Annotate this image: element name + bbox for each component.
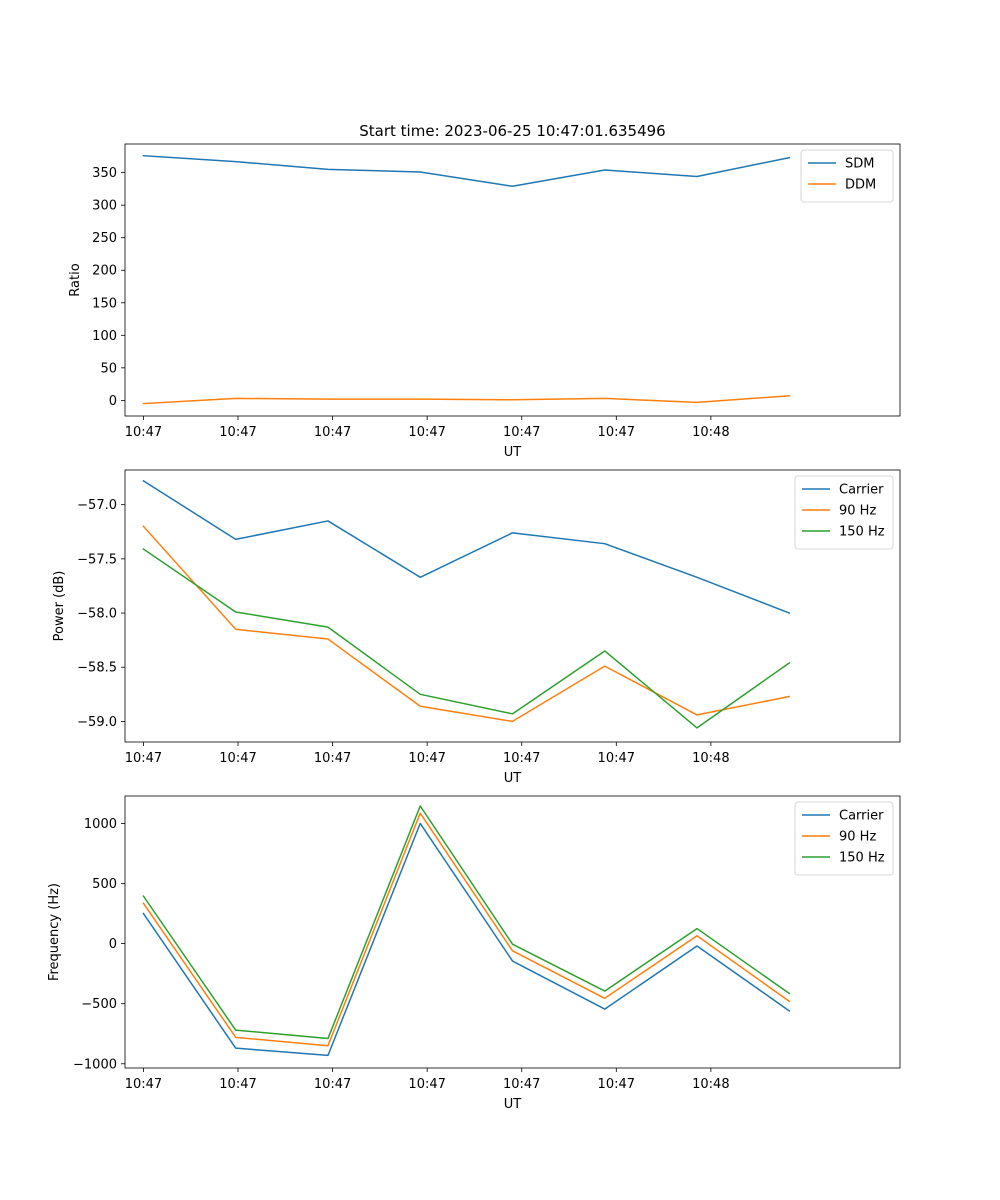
x-tick-label: 10:47	[503, 751, 540, 766]
x-tick-label: 10:47	[125, 751, 162, 766]
legend: SDM DDM	[800, 149, 894, 203]
x-axis-label: UT	[504, 445, 522, 460]
x-tick-label: 10:47	[314, 751, 351, 766]
x-tick-label: 10:47	[219, 1077, 256, 1092]
y-tick-label: 50	[100, 361, 117, 376]
y-tick-label: 0	[109, 394, 117, 409]
legend-label-sdm: SDM	[845, 157, 874, 172]
y-tick-label: 250	[92, 231, 117, 246]
y-tick-label: 300	[92, 199, 117, 214]
y-tick-label: 1000	[84, 817, 117, 832]
series-line-90-hz	[142, 525, 791, 723]
x-tick-label: 10:47	[408, 425, 445, 440]
y-axis-label: Frequency (Hz)	[47, 883, 62, 981]
legend: Carrier 90 Hz 150 Hz	[794, 801, 894, 876]
legend-label-150-hz: 150 Hz	[839, 525, 885, 540]
y-tick-label: 0	[109, 937, 117, 952]
y-tick-label: −57.0	[77, 498, 117, 513]
legend-label-90-hz: 90 Hz	[839, 830, 876, 845]
y-tick-label: 100	[92, 329, 117, 344]
legend-label-90-hz: 90 Hz	[839, 504, 876, 519]
series-line-150-hz	[142, 548, 791, 729]
x-tick-label: 10:47	[503, 1077, 540, 1092]
x-axis-label: UT	[504, 1097, 522, 1112]
y-axis-label: Ratio	[68, 263, 83, 296]
y-axis-label: Power (dB)	[52, 571, 67, 642]
x-tick-label: 10:47	[598, 751, 635, 766]
ratio-panel: 10:47 10:47 10:47 10:47 10:47 10:47 10:48 0 50 10…	[68, 143, 901, 460]
y-tick-label: 500	[92, 877, 117, 892]
x-tick-label: 10:47	[125, 425, 162, 440]
x-tick-label: 10:48	[692, 425, 729, 440]
x-axis-label: UT	[504, 771, 522, 786]
frequency-panel: 10:47 10:47 10:47 10:47 10:47 10:47 10:48 −1000…	[47, 795, 901, 1112]
x-tick-label: 10:47	[219, 425, 256, 440]
series-line-carrier	[142, 822, 791, 1057]
legend-label-ddm: DDM	[845, 178, 876, 193]
legend-label-carrier: Carrier	[839, 809, 884, 824]
x-tick-label: 10:47	[314, 1077, 351, 1092]
series-line-sdm	[142, 154, 791, 188]
y-tick-label: −58.5	[77, 661, 117, 676]
x-tick-label: 10:47	[219, 751, 256, 766]
x-tick-label: 10:47	[598, 425, 635, 440]
y-tick-label: −59.0	[77, 715, 117, 730]
axes-frame	[124, 795, 901, 1069]
x-tick-label: 10:47	[314, 425, 351, 440]
power-panel: 10:47 10:47 10:47 10:47 10:47 10:47 10:48 −59.0…	[52, 469, 901, 786]
series-line-150-hz	[142, 805, 791, 1040]
x-tick-label: 10:47	[598, 1077, 635, 1092]
x-tick-label: 10:47	[125, 1077, 162, 1092]
y-tick-label: −58.0	[77, 607, 117, 622]
series-line-ddm	[142, 395, 791, 405]
y-tick-label: 200	[92, 264, 117, 279]
x-tick-label: 10:47	[503, 425, 540, 440]
series-line-carrier	[142, 479, 791, 615]
axes-frame	[124, 143, 901, 417]
axes-frame	[124, 469, 901, 743]
x-tick-label: 10:47	[408, 751, 445, 766]
figure-title: Start time: 2023-06-25 10:47:01.635496	[359, 122, 665, 140]
y-tick-label: −57.5	[77, 552, 117, 567]
series-line-90-hz	[142, 812, 791, 1047]
legend-label-150-hz: 150 Hz	[839, 851, 885, 866]
legend: Carrier 90 Hz 150 Hz	[794, 475, 894, 550]
y-tick-label: −500	[81, 997, 117, 1012]
x-tick-label: 10:47	[408, 1077, 445, 1092]
y-tick-label: 350	[92, 166, 117, 181]
y-tick-label: −1000	[73, 1057, 117, 1072]
legend-label-carrier: Carrier	[839, 483, 884, 498]
x-tick-label: 10:48	[692, 1077, 729, 1092]
x-tick-label: 10:48	[692, 751, 729, 766]
y-tick-label: 150	[92, 296, 117, 311]
